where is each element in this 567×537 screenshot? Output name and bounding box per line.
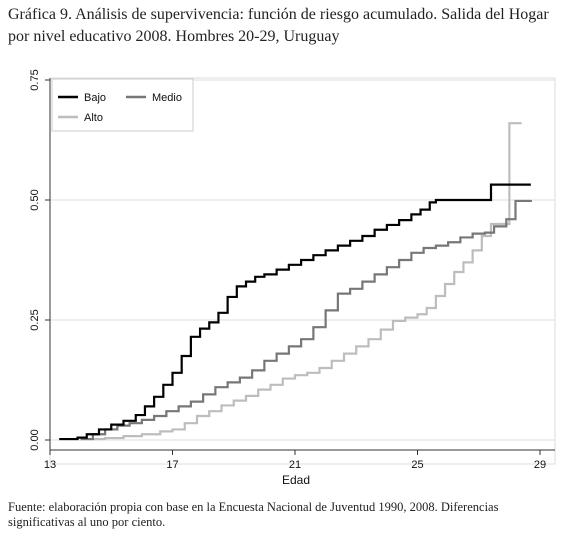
legend-items: Bajo Medio Alto xyxy=(58,92,182,124)
x-tick-label-1: 17 xyxy=(166,459,178,471)
x-tick-label-2: 21 xyxy=(289,459,301,471)
legend: Bajo Medio Alto xyxy=(51,78,194,132)
x-axis-label: Edad xyxy=(282,473,310,487)
x-tick-label-4: 29 xyxy=(534,459,546,471)
legend-label-medio: Medio xyxy=(152,92,182,104)
series-layer xyxy=(59,122,532,441)
x-tick-label-0: 13 xyxy=(44,459,56,471)
x-tick-label-3: 25 xyxy=(411,459,423,471)
y-tick-label-0: 0.00 xyxy=(29,429,41,450)
source-note: Fuente: elaboración propia con base en l… xyxy=(8,500,499,529)
y-tick-label-3: 0.75 xyxy=(29,69,41,90)
survival-chart: 0.00 0.25 0.50 0.75 13 17 21 25 29 Edad Bajo Med… xyxy=(29,69,556,487)
plot-frame xyxy=(49,77,556,465)
series-line-alto xyxy=(80,122,522,441)
y-tick-label-2: 0.50 xyxy=(29,189,41,210)
y-axis-ticks: 0.00 0.25 0.50 0.75 xyxy=(29,69,50,451)
y-tick-label-1: 0.25 xyxy=(29,309,41,330)
x-axis-ticks: 13 17 21 25 29 xyxy=(44,450,546,471)
legend-label-bajo: Bajo xyxy=(84,92,106,104)
legend-box xyxy=(51,78,194,132)
series-line-bajo xyxy=(59,183,531,441)
legend-label-alto: Alto xyxy=(84,112,103,124)
series-line-medio xyxy=(80,199,532,441)
chart-caption: Gráfica 9. Análisis de supervivencia: fu… xyxy=(8,6,549,45)
chart-area: 0.00 0.25 0.50 0.75 13 17 21 25 29 Edad Bajo Med… xyxy=(0,60,567,500)
